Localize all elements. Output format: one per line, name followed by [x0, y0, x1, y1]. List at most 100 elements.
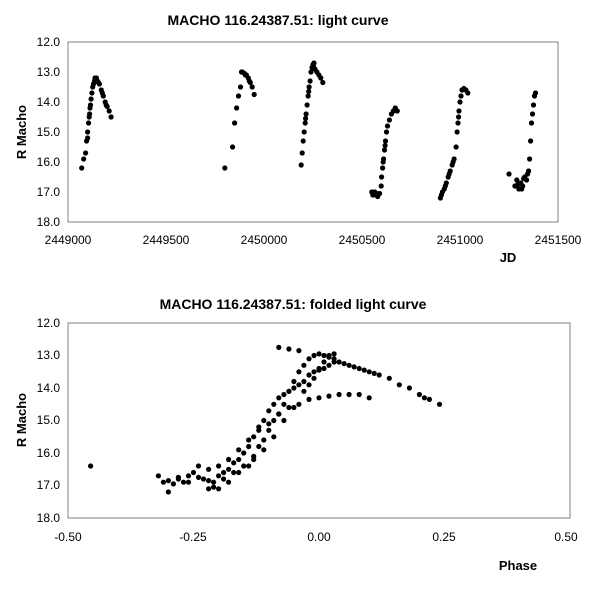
data-point	[386, 117, 392, 123]
data-point	[515, 181, 521, 188]
data-point	[235, 93, 242, 99]
data-point	[276, 395, 282, 401]
data-point	[530, 102, 537, 108]
data-point	[81, 156, 87, 162]
y-tick-label: 13.0	[37, 65, 61, 79]
data-point	[311, 352, 317, 359]
data-point	[281, 401, 287, 407]
data-point	[306, 396, 312, 402]
data-point	[455, 120, 461, 126]
data-point	[436, 401, 443, 407]
data-point	[316, 351, 322, 357]
data-point	[79, 165, 85, 171]
folded-light-curve-chart: MACHO 116.24387.51: folded light curve 1…	[14, 296, 578, 573]
data-point	[316, 395, 322, 401]
data-point	[241, 450, 247, 456]
data-point	[286, 404, 292, 411]
data-point	[302, 120, 308, 126]
data-point	[296, 382, 302, 388]
data-point	[394, 108, 400, 114]
data-point	[85, 129, 91, 135]
data-point	[296, 369, 302, 375]
data-point	[261, 447, 267, 453]
folded-light-curve-y-ticks: 12.0 13.0 14.0 15.0 16.0 17.0 18.0	[37, 316, 61, 525]
data-point	[206, 486, 212, 492]
data-point	[256, 443, 262, 450]
data-point	[271, 417, 277, 424]
data-point	[381, 147, 388, 153]
data-point	[88, 96, 94, 102]
data-point	[165, 489, 171, 495]
data-point	[326, 393, 332, 399]
y-tick-label: 17.0	[37, 478, 61, 492]
data-point	[532, 90, 539, 96]
x-tick-label: 2449500	[143, 233, 190, 247]
data-point	[232, 120, 238, 126]
data-point	[371, 370, 377, 376]
data-point	[321, 365, 327, 372]
data-point	[303, 111, 309, 117]
data-point	[311, 375, 317, 381]
x-tick-label: 2450500	[339, 233, 386, 247]
data-point	[86, 120, 92, 126]
data-point	[519, 186, 525, 192]
data-point	[221, 469, 227, 476]
data-point	[211, 479, 217, 485]
data-point	[529, 111, 536, 117]
data-point	[246, 437, 252, 443]
data-point	[527, 156, 533, 162]
data-point	[286, 388, 292, 394]
data-point	[85, 135, 91, 141]
data-point	[251, 91, 257, 98]
data-point	[86, 114, 92, 120]
data-point	[291, 378, 297, 385]
y-tick-label: 15.0	[37, 413, 61, 427]
data-point	[361, 367, 367, 373]
data-point	[378, 183, 384, 189]
data-point	[306, 88, 312, 95]
data-point	[525, 171, 531, 177]
data-point	[396, 382, 402, 388]
data-point	[216, 473, 222, 479]
light-curve-y-ticks: 12.0 13.0 14.0 15.0 16.0 17.0 18.0	[37, 35, 61, 229]
data-point	[383, 129, 390, 135]
data-point	[296, 401, 302, 407]
data-point	[87, 105, 93, 111]
y-tick-label: 18.0	[37, 511, 61, 525]
data-point	[226, 479, 232, 485]
data-point	[261, 437, 267, 443]
data-point	[374, 190, 380, 197]
data-point	[234, 105, 240, 111]
data-point	[299, 150, 305, 156]
data-point	[346, 391, 352, 398]
data-point	[301, 388, 307, 394]
data-point	[341, 361, 347, 367]
light-curve-title: MACHO 116.24387.51: light curve	[168, 12, 389, 28]
data-point	[421, 395, 427, 401]
data-point	[320, 79, 326, 86]
data-point	[271, 434, 277, 440]
data-point	[92, 75, 98, 81]
data-point	[226, 456, 232, 463]
data-point	[426, 396, 432, 402]
data-point	[457, 99, 463, 105]
y-tick-label: 13.0	[37, 348, 61, 362]
data-point	[438, 192, 444, 198]
data-point	[528, 120, 535, 126]
data-point	[304, 102, 310, 108]
data-point	[454, 129, 460, 135]
data-point	[456, 108, 462, 114]
data-point	[298, 162, 304, 168]
data-point	[303, 115, 309, 122]
x-tick-label: -0.25	[179, 530, 207, 544]
light-curve-points	[79, 60, 539, 201]
data-point	[308, 69, 314, 75]
data-point	[216, 463, 222, 469]
data-point	[376, 372, 382, 378]
data-point	[206, 466, 212, 472]
data-point	[200, 476, 207, 482]
y-tick-label: 17.0	[37, 185, 61, 199]
data-point	[266, 421, 272, 427]
data-point	[266, 408, 272, 414]
